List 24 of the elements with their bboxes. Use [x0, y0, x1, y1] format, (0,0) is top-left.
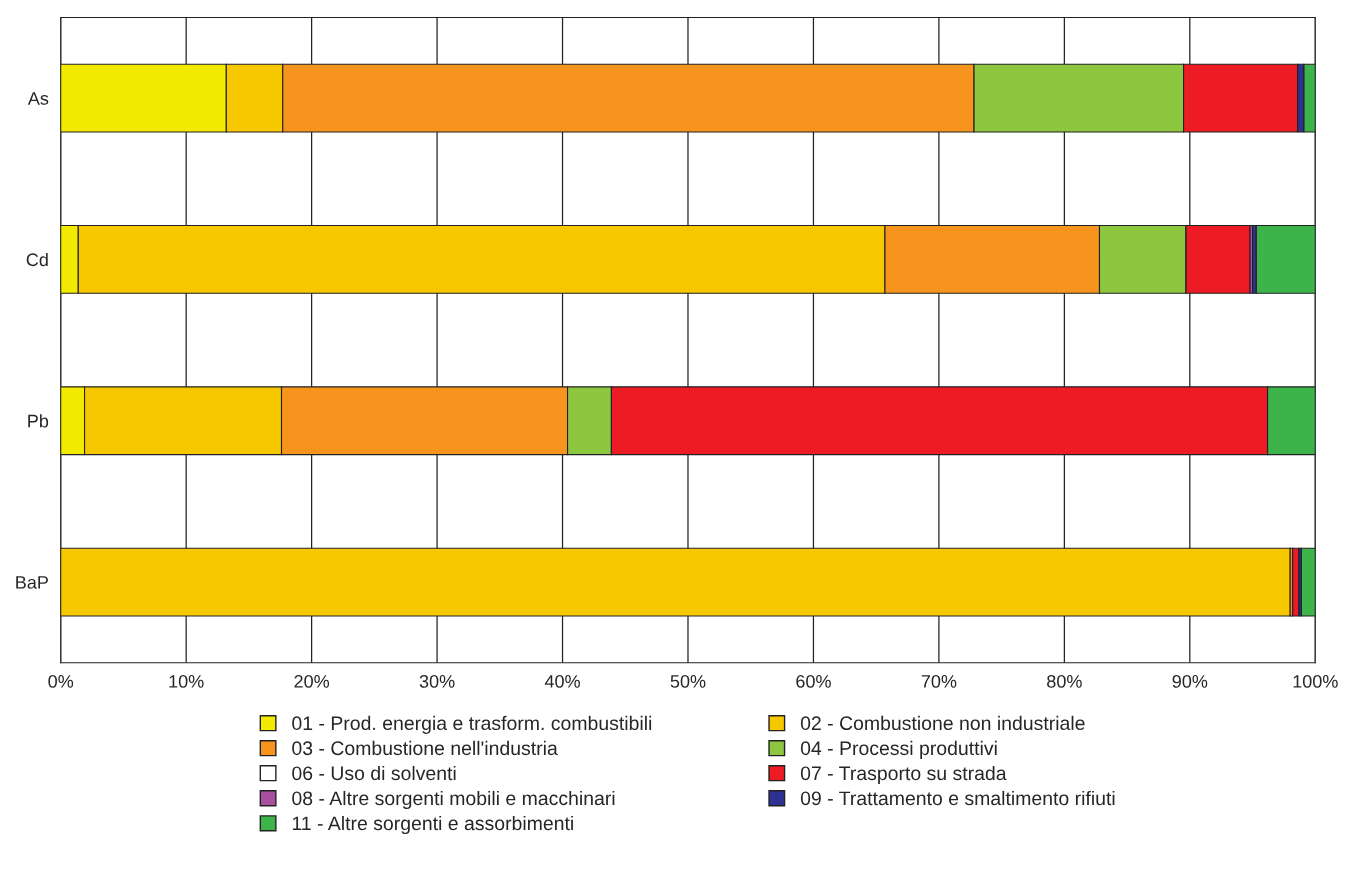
legend-label: 09 - Trattamento e smaltimento rifiuti	[800, 790, 1115, 806]
legend-label: 06 - Uso di solventi	[292, 765, 456, 781]
legend-label: 08 - Altre sorgenti mobili e macchinari	[292, 790, 615, 810]
x-tick-label: 80%	[1047, 675, 1082, 688]
legend-label: 03 - Combustione nell'industria	[292, 740, 558, 756]
y-tick-label: Cd	[26, 252, 48, 267]
x-tick-label: 30%	[419, 675, 455, 688]
legend-label: 11 - Altre sorgenti e assorbimenti	[292, 815, 573, 835]
x-tick-label: 20%	[294, 675, 330, 688]
legend-label: 02 - Combustione non industriale	[800, 715, 1085, 731]
legend-label: 04 - Processi produttivi	[800, 740, 997, 759]
x-tick-label: 90%	[1172, 675, 1208, 688]
y-tick-label: Pb	[28, 414, 49, 428]
x-tick-label: 10%	[169, 675, 204, 688]
x-tick-label: 50%	[670, 675, 706, 688]
y-tick-label: As	[27, 92, 49, 105]
x-tick-label: 0%	[48, 675, 74, 688]
legend-label: 01 - Prod. energia e trasform. combustibili	[292, 715, 652, 734]
y-tick-label: BaP	[16, 576, 48, 589]
x-tick-label: 40%	[544, 675, 580, 688]
legend-label: 07 - Trasporto su strada	[800, 765, 1007, 785]
x-tick-label: 100%	[1293, 675, 1338, 688]
x-tick-label: 70%	[921, 675, 957, 688]
x-tick-label: 60%	[796, 675, 831, 688]
